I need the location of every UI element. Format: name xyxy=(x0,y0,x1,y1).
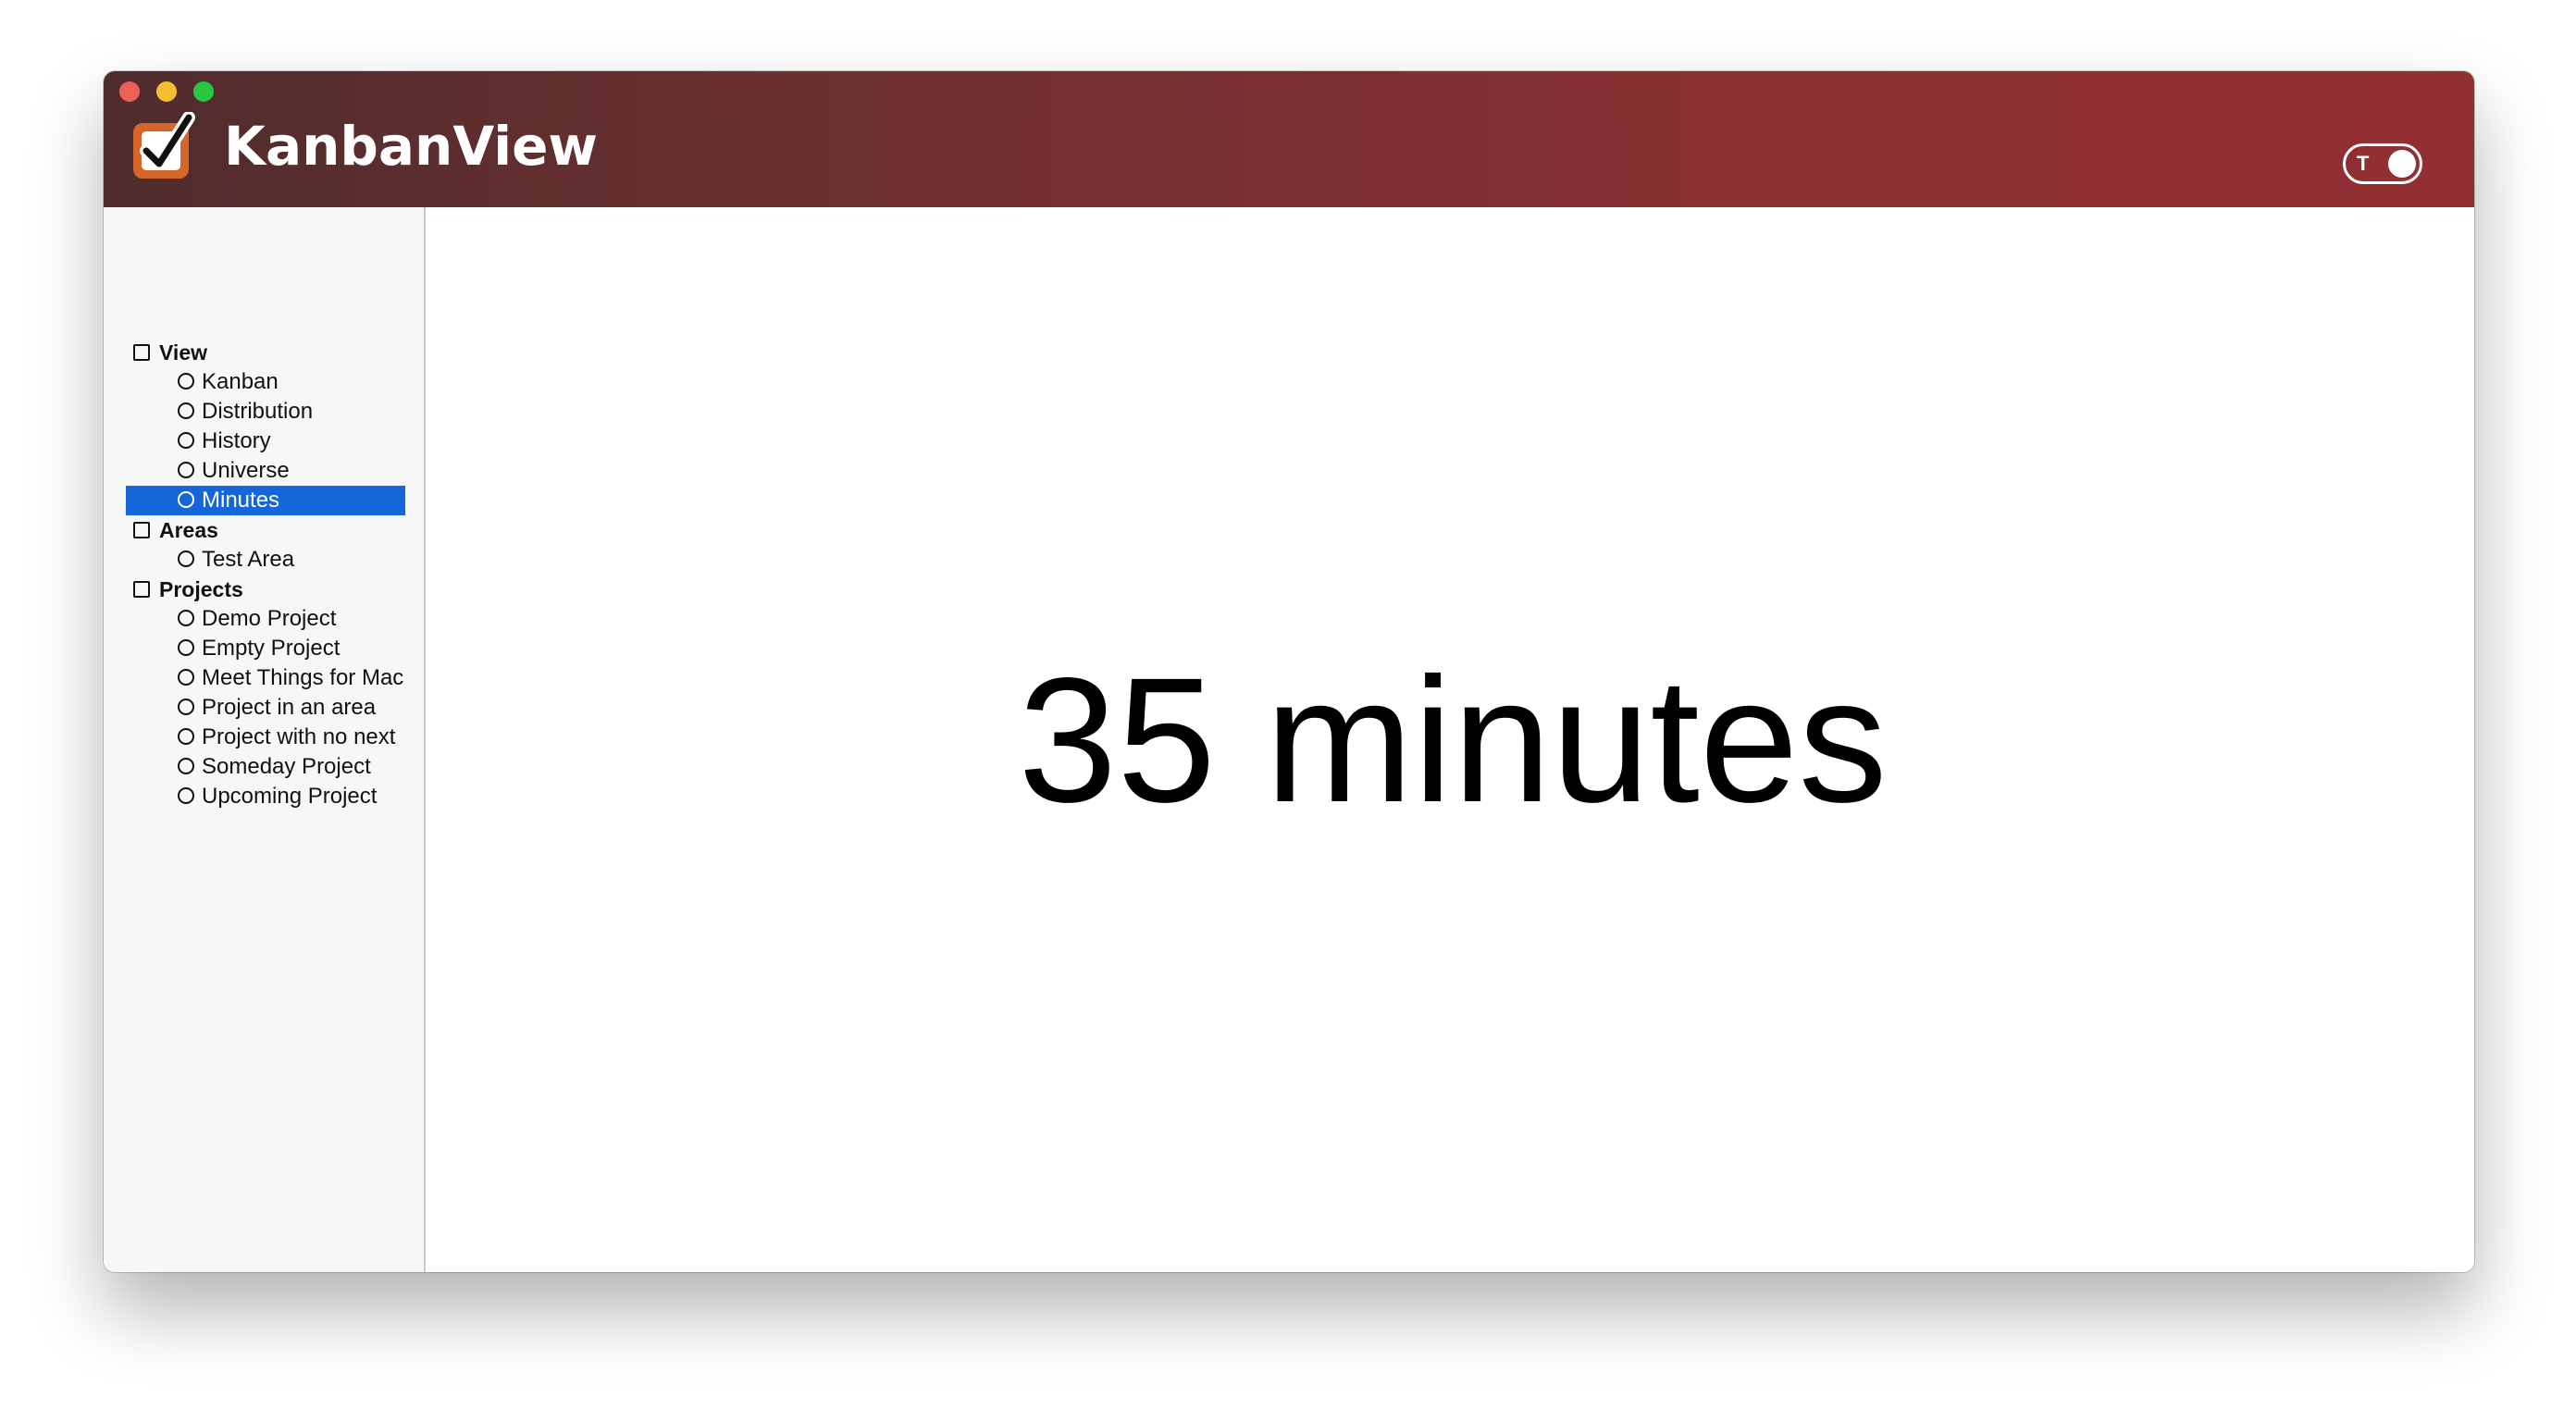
sidebar-item-label: Meet Things for Mac xyxy=(202,665,404,690)
circle-outline-icon xyxy=(178,373,194,390)
sidebar-item-label: Project in an area xyxy=(202,695,377,720)
sidebar-section-projects[interactable]: Projects xyxy=(126,575,405,604)
sidebar-item-kanban[interactable]: Kanban xyxy=(126,367,405,397)
sidebar-item-label: Universe xyxy=(202,458,290,483)
sidebar-item-minutes[interactable]: Minutes xyxy=(126,486,405,515)
zoom-window-button[interactable] xyxy=(193,81,214,102)
sidebar-item-label: Demo Project xyxy=(202,606,337,631)
sidebar-item-test-area[interactable]: Test Area xyxy=(126,545,405,575)
sidebar-item-project-with-no-next[interactable]: Project with no next xyxy=(126,723,405,752)
main-content: 35 minutes xyxy=(426,207,2474,1272)
close-window-button[interactable] xyxy=(119,81,140,102)
toggle-label: T xyxy=(2357,152,2370,175)
square-outline-icon xyxy=(133,344,150,361)
title-bar: KanbanView T xyxy=(104,71,2474,207)
sidebar-item-meet-things-for-mac[interactable]: Meet Things for Mac xyxy=(126,663,405,693)
sidebar: View Kanban Distribution History Universe Min… xyxy=(104,207,426,1272)
sidebar-item-empty-project[interactable]: Empty Project xyxy=(126,634,405,663)
navigation-tree: View Kanban Distribution History Universe Min… xyxy=(126,338,405,811)
sidebar-item-label: Project with no next xyxy=(202,724,396,749)
sidebar-item-label: Someday Project xyxy=(202,754,371,779)
sidebar-item-label: Kanban xyxy=(202,369,279,394)
checkbox-check-icon xyxy=(133,112,195,179)
minutes-display: 35 minutes xyxy=(426,207,2474,1272)
sidebar-section-label: Areas xyxy=(159,518,218,542)
sidebar-item-upcoming-project[interactable]: Upcoming Project xyxy=(126,782,405,811)
sidebar-item-label: Minutes xyxy=(202,488,280,513)
circle-outline-icon xyxy=(178,699,194,715)
circle-outline-icon xyxy=(178,639,194,656)
sidebar-section-label: Projects xyxy=(159,577,243,601)
circle-outline-icon xyxy=(178,669,194,686)
sidebar-section-areas[interactable]: Areas xyxy=(126,515,405,545)
circle-outline-icon xyxy=(178,758,194,774)
circle-outline-icon xyxy=(178,432,194,449)
sidebar-item-demo-project[interactable]: Demo Project xyxy=(126,604,405,634)
square-outline-icon xyxy=(133,581,150,598)
sidebar-section-label: View xyxy=(159,340,207,365)
circle-outline-icon xyxy=(178,728,194,745)
sidebar-item-universe[interactable]: Universe xyxy=(126,456,405,486)
sidebar-item-distribution[interactable]: Distribution xyxy=(126,397,405,427)
minimize-window-button[interactable] xyxy=(156,81,177,102)
circle-outline-icon xyxy=(178,402,194,419)
sidebar-section-view[interactable]: View xyxy=(126,338,405,367)
sidebar-item-someday-project[interactable]: Someday Project xyxy=(126,752,405,782)
circle-outline-icon xyxy=(178,550,194,567)
sidebar-item-label: Empty Project xyxy=(202,636,341,661)
sidebar-item-label: Distribution xyxy=(202,399,314,424)
square-outline-icon xyxy=(133,522,150,538)
sidebar-item-label: History xyxy=(202,428,271,453)
sidebar-item-label: Upcoming Project xyxy=(202,784,378,809)
app-title: KanbanView xyxy=(224,115,598,178)
minutes-value: 35 minutes xyxy=(1018,640,1888,839)
circle-outline-icon xyxy=(178,787,194,804)
sidebar-item-project-in-an-area[interactable]: Project in an area xyxy=(126,693,405,723)
theme-toggle[interactable]: T xyxy=(2343,143,2422,184)
circle-outline-icon xyxy=(178,610,194,626)
toggle-knob xyxy=(2388,150,2416,178)
circle-outline-icon xyxy=(178,462,194,478)
circle-outline-icon xyxy=(178,491,194,508)
sidebar-item-label: Test Area xyxy=(202,547,295,572)
app-window: KanbanView T View Kanban Distribution Histo… xyxy=(104,71,2474,1272)
sidebar-item-history[interactable]: History xyxy=(126,427,405,456)
